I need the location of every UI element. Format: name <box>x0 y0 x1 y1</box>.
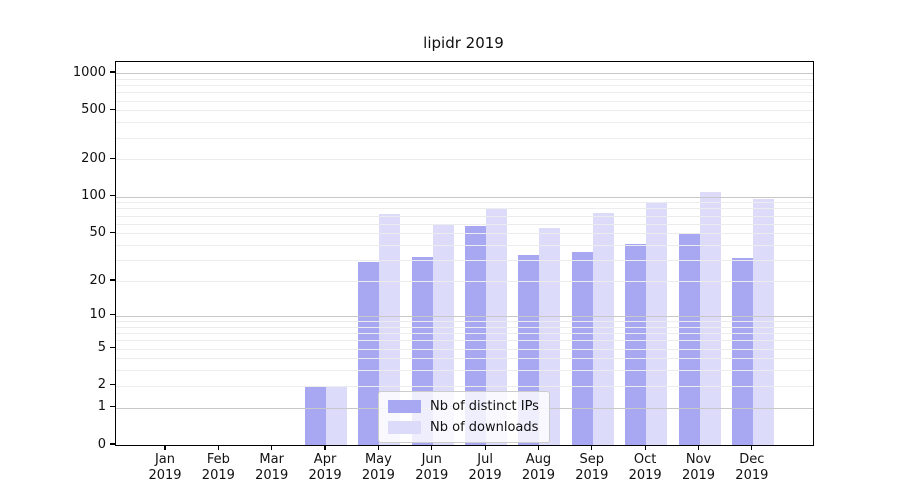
x-tick-label-jun: Jun 2019 <box>415 452 449 483</box>
y-tick-mark <box>110 384 115 386</box>
gridline-500 <box>116 110 813 112</box>
bar-apr-downloads <box>326 385 348 445</box>
y-tick-label-2: 2 <box>97 377 106 393</box>
x-tick-label-dec: Dec 2019 <box>735 452 769 483</box>
legend-label-downloads: Nb of downloads <box>430 420 539 435</box>
y-tick-label-0: 0 <box>97 436 106 452</box>
y-tick-mark <box>110 194 115 197</box>
y-tick-mark <box>110 406 115 408</box>
x-tick-mark <box>217 445 219 450</box>
x-tick-label-feb: Feb 2019 <box>201 452 235 483</box>
y-tick-mark <box>110 314 115 316</box>
y-tick-mark <box>110 443 115 445</box>
x-tick-label-may: May 2019 <box>361 452 395 483</box>
bar-may-downloads <box>379 214 401 445</box>
y-tick-mark <box>110 71 115 73</box>
x-tick-label-jul: Jul 2019 <box>468 452 502 483</box>
bar-oct-distinct-ips <box>625 243 647 445</box>
gridline-400 <box>116 122 813 124</box>
y-tick-label-100: 100 <box>81 188 106 204</box>
y-tick-label-20: 20 <box>89 272 106 288</box>
y-tick-label-50: 50 <box>89 224 106 240</box>
chart-title: lipidr 2019 <box>423 34 504 52</box>
plot-area: Nb of distinct IPs Nb of downloads <box>115 61 814 446</box>
bar-oct-downloads <box>646 201 668 445</box>
y-tick-label-200: 200 <box>81 150 106 166</box>
x-tick-mark <box>377 445 379 450</box>
x-tick-mark <box>644 445 646 450</box>
x-tick-label-mar: Mar 2019 <box>255 452 289 483</box>
bar-sep-distinct-ips <box>571 252 593 445</box>
y-tick-mark <box>110 346 115 349</box>
bar-dec-downloads <box>752 198 774 445</box>
x-tick-label-jan: Jan 2019 <box>148 452 182 483</box>
x-tick-mark <box>324 445 326 450</box>
y-tick-mark <box>110 231 115 233</box>
gridline-300 <box>116 137 813 139</box>
y-tick-label-1: 1 <box>97 399 106 415</box>
gridline-200 <box>116 159 813 161</box>
x-tick-mark <box>591 445 593 450</box>
gridline-1000 <box>116 73 813 75</box>
bar-apr-distinct-ips <box>305 385 327 445</box>
y-tick-mark <box>110 108 115 110</box>
x-tick-mark <box>697 445 700 450</box>
x-tick-mark <box>537 445 540 450</box>
bar-nov-distinct-ips <box>678 234 700 445</box>
gridline-700 <box>116 92 813 94</box>
x-tick-mark <box>271 445 273 450</box>
legend-label-distinct-ips: Nb of distinct IPs <box>430 399 539 414</box>
bar-dec-distinct-ips <box>731 258 753 445</box>
bar-sep-downloads <box>592 213 614 445</box>
x-tick-label-apr: Apr 2019 <box>308 452 342 483</box>
bar-jun-downloads <box>432 224 454 445</box>
x-tick-label-nov: Nov 2019 <box>681 452 716 483</box>
bar-nov-downloads <box>699 192 721 445</box>
legend-swatch-downloads-icon <box>388 421 421 434</box>
y-tick-mark <box>110 279 115 281</box>
gridline-800 <box>116 85 813 87</box>
y-tick-mark <box>110 157 115 160</box>
x-tick-label-aug: Aug 2019 <box>521 452 555 483</box>
legend-swatch-distinct-ips-icon <box>388 400 421 413</box>
x-tick-label-oct: Oct 2019 <box>628 452 662 483</box>
x-tick-label-sep: Sep 2019 <box>575 452 609 483</box>
bar-jul-distinct-ips <box>465 226 487 445</box>
x-tick-mark <box>484 445 486 450</box>
legend-item-distinct-ips: Nb of distinct IPs <box>388 399 539 414</box>
gridline-900 <box>116 78 813 80</box>
y-tick-label-5: 5 <box>97 340 106 356</box>
gridline-600 <box>116 100 813 102</box>
bar-may-distinct-ips <box>358 261 380 445</box>
y-tick-label-10: 10 <box>89 307 106 323</box>
bar-aug-downloads <box>539 228 561 445</box>
legend-item-downloads: Nb of downloads <box>388 420 539 435</box>
y-tick-label-500: 500 <box>81 101 106 117</box>
x-tick-mark <box>751 445 753 450</box>
legend: Nb of distinct IPs Nb of downloads <box>378 391 550 443</box>
y-tick-label-1000: 1000 <box>72 64 106 80</box>
x-tick-mark <box>431 445 433 450</box>
x-tick-mark <box>164 445 166 450</box>
